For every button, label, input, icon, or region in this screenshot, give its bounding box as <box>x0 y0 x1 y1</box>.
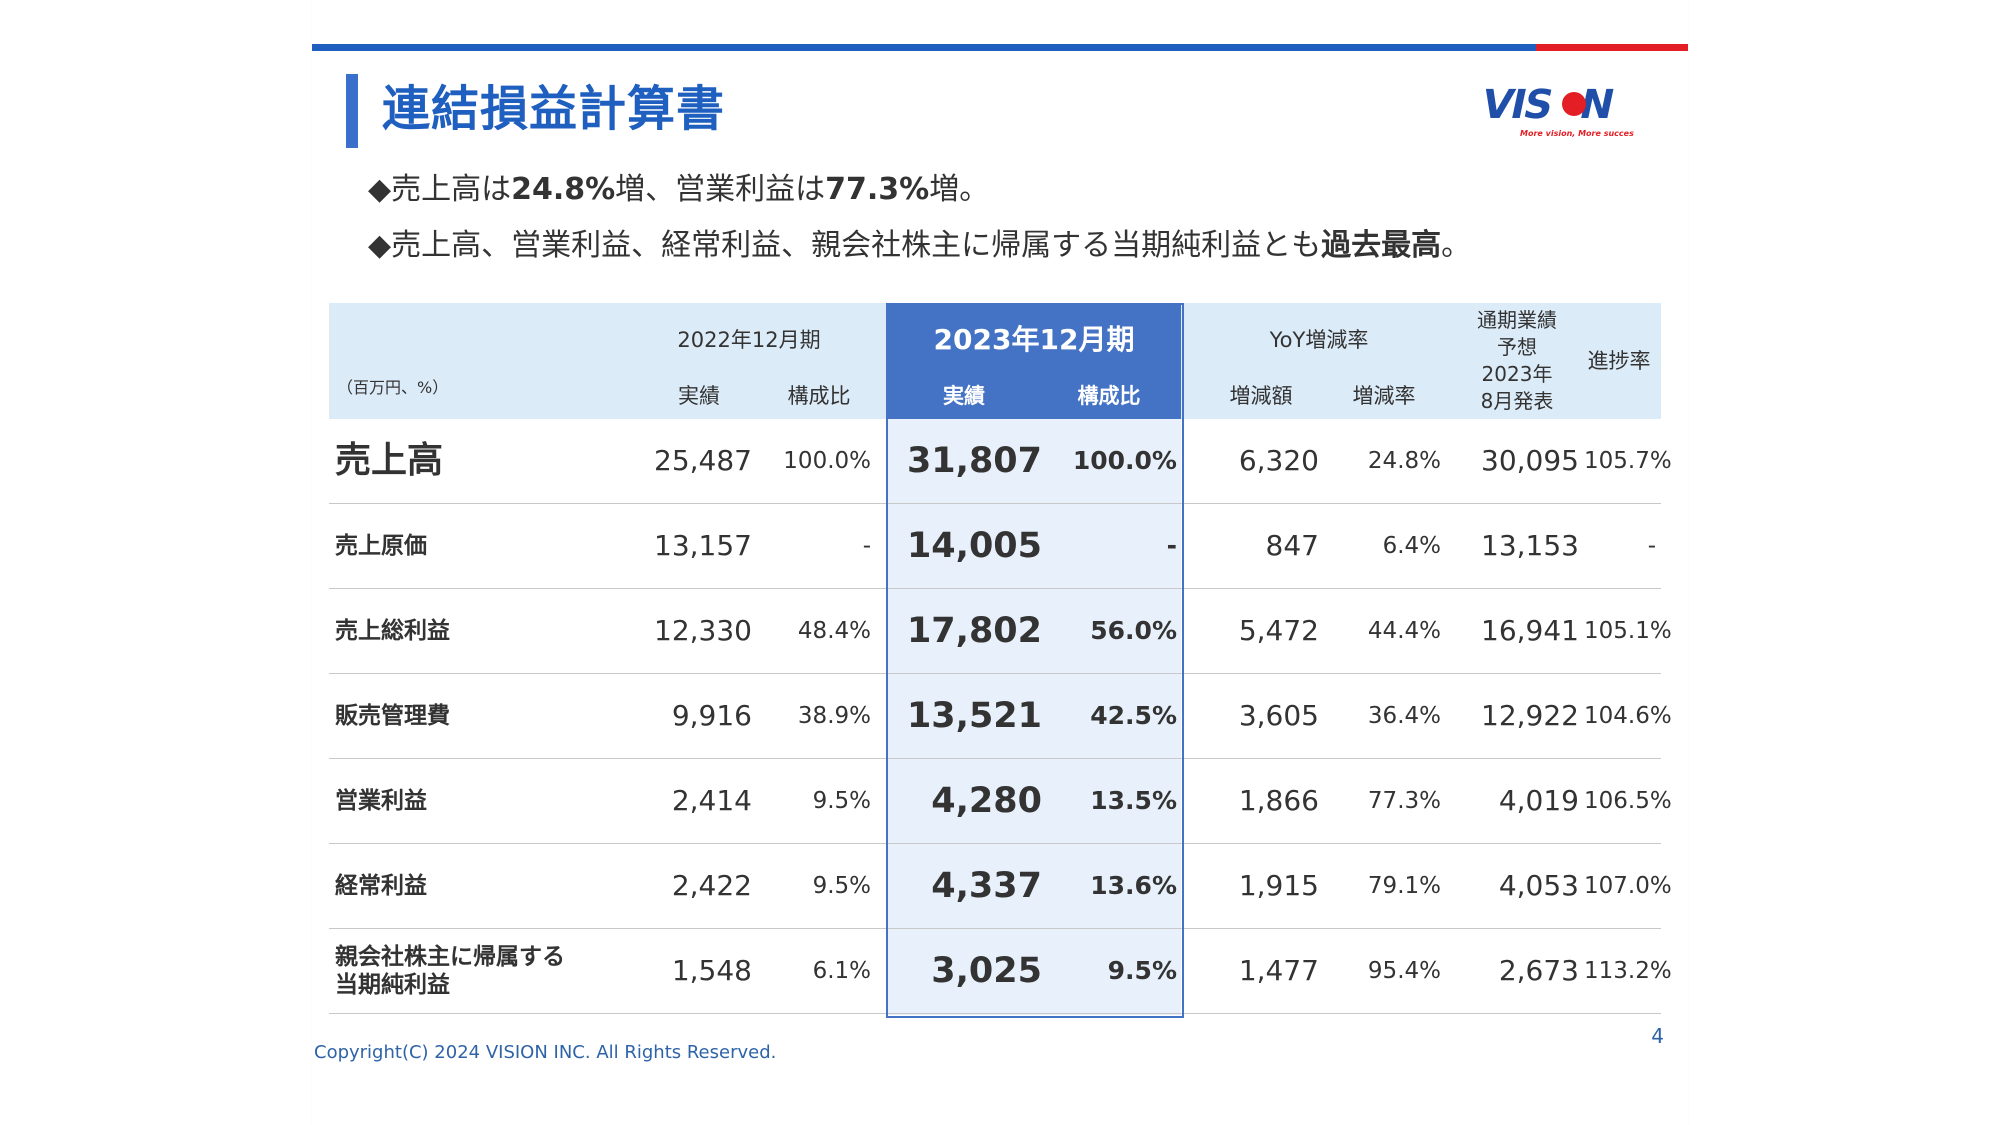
row-label: 売上高 <box>335 440 444 481</box>
row-label: 営業利益 <box>335 788 427 814</box>
row-label: 売上総利益 <box>335 618 450 644</box>
table-row: 売上総利益 12,330 48.4% 17,802 56.0% 5,472 44… <box>329 589 1672 674</box>
highlight-border-2023 <box>886 303 1184 1018</box>
table-row: 営業利益 2,414 9.5% 4,280 13.5% 1,866 77.3% … <box>329 759 1672 844</box>
header-2022: 2022年12月期 <box>677 328 821 352</box>
row-label: 経常利益 <box>335 873 427 899</box>
diamond-bullet-icon: ◆ <box>368 172 392 207</box>
header-yoy: YoY増減率 <box>1269 328 1369 352</box>
subheader-ratio-2023: 構成比 <box>1077 384 1141 408</box>
subheader-actual-2022: 実績 <box>678 384 720 408</box>
row-label: 売上原価 <box>335 533 427 559</box>
header-2023: 2023年12月期 <box>933 323 1135 356</box>
slide: 連結損益計算書 VIS N More vision, More success.… <box>312 0 1688 1125</box>
title-accent-bar <box>346 74 358 148</box>
svg-text:More vision, More success.: More vision, More success. <box>1520 129 1634 138</box>
bullet-record-high: ◆売上高、営業利益、経常利益、親会社株主に帰属する当期純利益とも過去最高。 <box>368 228 1472 263</box>
table-row: 売上高 25,487 100.0% 31,807 100.0% 6,320 24… <box>329 419 1672 504</box>
header-progress: 進捗率 <box>1587 349 1651 373</box>
subheader-ratio-2022: 構成比 <box>787 384 851 408</box>
page-number: 4 <box>1651 1024 1664 1048</box>
bullet-sales-growth: ◆売上高は24.8%増、営業利益は77.3%増。 <box>368 172 990 207</box>
table-row: 販売管理費 9,916 38.9% 13,521 42.5% 3,605 36.… <box>329 674 1672 759</box>
row-label: 販売管理費 <box>335 703 450 729</box>
table-row: 売上原価 13,157 - 14,005 - 847 6.4% 13,153 - <box>329 504 1661 589</box>
unit-label: （百万円、%） <box>337 378 449 397</box>
subheader-actual-2023: 実績 <box>943 384 985 408</box>
svg-text:VIS: VIS <box>1477 80 1556 127</box>
body-highlight-2023 <box>887 419 1181 1015</box>
subheader-rate: 増減率 <box>1352 384 1416 408</box>
header-highlight-2023 <box>887 303 1181 419</box>
header-forecast: 通期業績 予想 2023年 8月発表 <box>1477 308 1557 413</box>
table-row: 経常利益 2,422 9.5% 4,337 13.6% 1,915 79.1% … <box>329 844 1672 929</box>
table-row: 親会社株主に帰属する 当期純利益 1,548 6.1% 3,025 9.5% 1… <box>329 929 1672 1014</box>
diamond-bullet-icon: ◆ <box>368 228 392 263</box>
top-accent-bar <box>312 44 1688 51</box>
subheader-diff: 増減額 <box>1229 384 1293 408</box>
copyright: Copyright(C) 2024 VISION INC. All Rights… <box>314 1042 777 1063</box>
page-title: 連結損益計算書 <box>382 81 726 137</box>
vision-logo: VIS N More vision, More success. <box>1474 78 1634 140</box>
row-label: 親会社株主に帰属する 当期純利益 <box>335 944 565 998</box>
